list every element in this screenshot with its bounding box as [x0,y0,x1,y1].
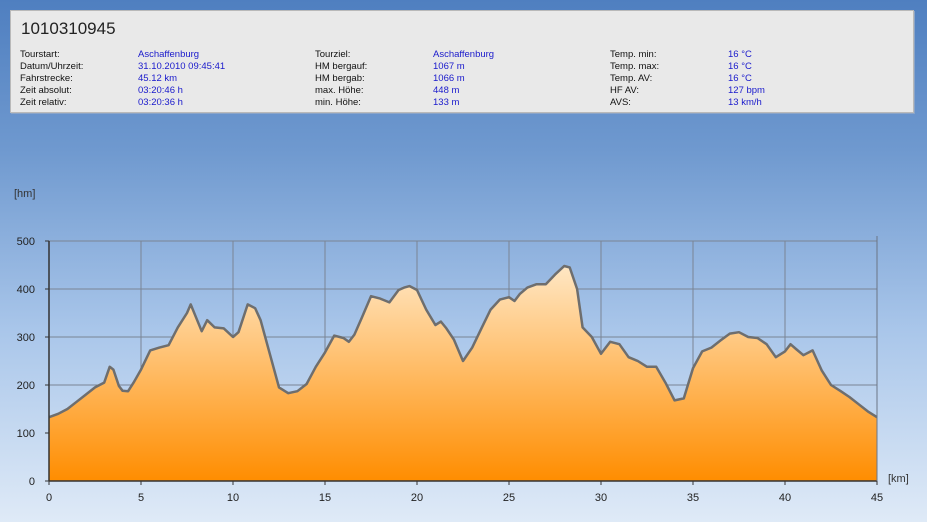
elevation-area [49,266,877,481]
x-tick-label: 5 [138,492,144,504]
y-tick-label: 400 [17,284,35,296]
value-max-hoehe: 448 m [433,85,460,96]
label-max-hoehe: max. Höhe: [315,85,364,96]
label-zeit-absolut: Zeit absolut: [20,85,72,96]
y-tick-label: 0 [29,476,35,488]
value-datum-uhrzeit: 31.10.2010 09:45:41 [138,61,226,72]
y-tick-label: 100 [17,428,35,440]
value-temp-av: 16 °C [728,73,752,84]
x-tick-label: 10 [227,492,239,504]
x-tick-label: 0 [46,492,52,504]
label-zeit-relativ: Zeit relativ: [20,97,67,108]
value-hf-av: 127 bpm [728,85,765,96]
label-temp-max: Temp. max: [610,61,660,72]
value-tourstart: Aschaffenburg [138,49,200,60]
value-hm-bergab: 1066 m [433,73,465,84]
x-tick-label: 45 [871,492,883,504]
y-tick-label: 200 [17,380,35,392]
label-tourstart: Tourstart: [20,49,60,60]
x-tick-label: 15 [319,492,331,504]
value-tourziel: Aschaffenburg [433,49,495,60]
value-avs: 13 km/h [728,97,762,108]
y-axis-label: [hm] [14,188,35,200]
x-tick-label: 30 [595,492,607,504]
value-zeit-relativ: 03:20:36 h [138,97,183,108]
info-panel: 1010310945 Tourstart: Aschaffenburg Datu… [10,10,914,113]
label-avs: AVS: [610,97,631,108]
y-tick-label: 500 [17,236,35,248]
label-tourziel: Tourziel: [315,49,351,60]
value-hm-bergauf: 1067 m [433,61,465,72]
label-hm-bergab: HM bergab: [315,73,365,84]
x-tick-label: 35 [687,492,699,504]
x-tick-label: 20 [411,492,423,504]
value-temp-max: 16 °C [728,61,752,72]
elevation-line [48,264,878,419]
value-temp-min: 16 °C [728,49,752,60]
axes: 0 5 10 15 20 25 30 35 40 45 0 100 200 300 400 500 [17,236,883,504]
label-datum-uhrzeit: Datum/Uhrzeit: [20,61,84,72]
value-fahrstrecke: 45.12 km [138,73,178,84]
label-hf-av: HF AV: [610,85,640,96]
tour-id-title: 1010310945 [21,19,116,38]
x-tick-label: 25 [503,492,515,504]
label-min-hoehe: min. Höhe: [315,97,361,108]
value-zeit-absolut: 03:20:46 h [138,85,183,96]
value-min-hoehe: 133 m [433,97,460,108]
x-tick-label: 40 [779,492,791,504]
label-temp-av: Temp. AV: [610,73,653,84]
x-axis-label: [km] [888,473,909,485]
y-tick-label: 300 [17,332,35,344]
label-temp-min: Temp. min: [610,49,657,60]
label-fahrstrecke: Fahrstrecke: [20,73,73,84]
label-hm-bergauf: HM bergauf: [315,61,368,72]
